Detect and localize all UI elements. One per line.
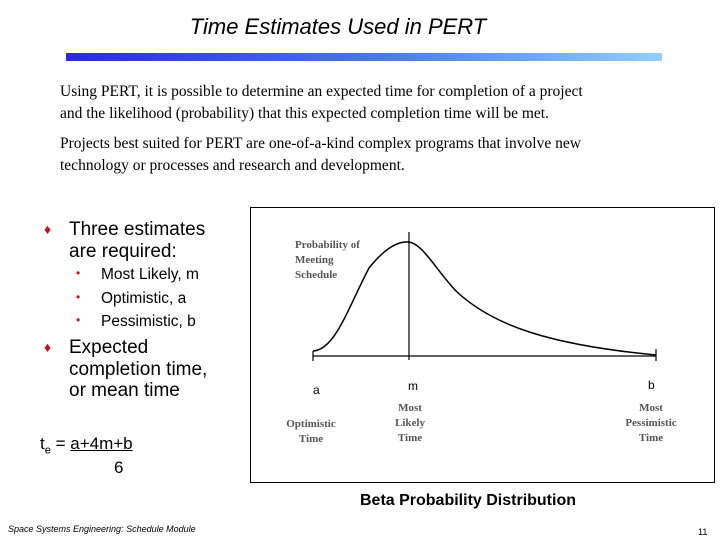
footer-text: Space Systems Engineering: Schedule Modu… xyxy=(8,524,196,534)
slide-title: Time Estimates Used in PERT xyxy=(189,14,487,39)
formula-lhs: t xyxy=(40,434,45,453)
bullet-expected-time-line-1: Expected xyxy=(69,337,149,358)
intro-paragraph: Using PERT, it is possible to determine … xyxy=(60,81,690,125)
page-number: 11 xyxy=(698,527,708,537)
intro-paragraph-line-1: Using PERT, it is possible to determine … xyxy=(60,83,583,100)
beta-distribution-figure: Probability of Meeting Schedule a m b Op… xyxy=(250,207,715,483)
dot-bullet-icon: • xyxy=(76,313,81,327)
suitability-paragraph-line-1: Projects best suited for PERT are one-of… xyxy=(60,135,581,152)
bullet-three-estimates-line-2: are required: xyxy=(69,240,177,262)
marker-m-label: m xyxy=(408,379,418,393)
suitability-paragraph: Projects best suited for PERT are one-of… xyxy=(60,133,690,177)
marker-b-label: b xyxy=(648,378,655,392)
most-likely-time-line-3: Time xyxy=(398,432,422,444)
pessimistic-time-line-2: Pessimistic xyxy=(625,417,676,429)
diamond-bullet-icon: ♦ xyxy=(44,339,52,355)
formula-subscript: e xyxy=(44,444,51,457)
expected-time-formula: te = a+4m+b xyxy=(40,434,133,456)
most-likely-time-line-2: Likely xyxy=(395,417,425,429)
bullet-expected-time-line-3: or mean time xyxy=(69,380,180,401)
optimistic-time-line-2: Time xyxy=(299,433,323,445)
y-label-line-1: Probability of xyxy=(295,239,360,251)
intro-paragraph-line-2: and the likelihood (probability) that th… xyxy=(60,105,549,122)
beta-distribution-svg: Probability of Meeting Schedule a m b Op… xyxy=(286,232,677,445)
diamond-bullet-icon: ♦ xyxy=(44,221,52,237)
most-likely-time-line-1: Most xyxy=(398,402,422,414)
beta-distribution-curve xyxy=(312,241,657,356)
bullet-expected-time-line-2: completion time, xyxy=(69,358,208,380)
y-label-line-2: Meeting xyxy=(295,254,334,266)
formula-denominator: 6 xyxy=(114,458,124,477)
marker-a-label: a xyxy=(313,383,320,397)
optimistic-time-line-1: Optimistic xyxy=(286,418,336,430)
formula-numerator: a+4m+b xyxy=(70,434,133,453)
dot-bullet-icon: • xyxy=(76,290,81,304)
bullet-three-estimates-line-1: Three estimates xyxy=(69,219,206,240)
figure-caption: Beta Probability Distribution xyxy=(359,492,576,509)
formula-equals: = xyxy=(50,434,71,453)
pessimistic-time-line-3: Time xyxy=(639,432,663,444)
title-underline-bar xyxy=(66,53,662,61)
suitability-paragraph-line-2: technology or processes and research and… xyxy=(60,157,405,174)
pessimistic-time-line-1: Most xyxy=(639,402,663,414)
dot-bullet-icon: • xyxy=(76,266,81,280)
y-label-line-3: Schedule xyxy=(295,269,337,281)
